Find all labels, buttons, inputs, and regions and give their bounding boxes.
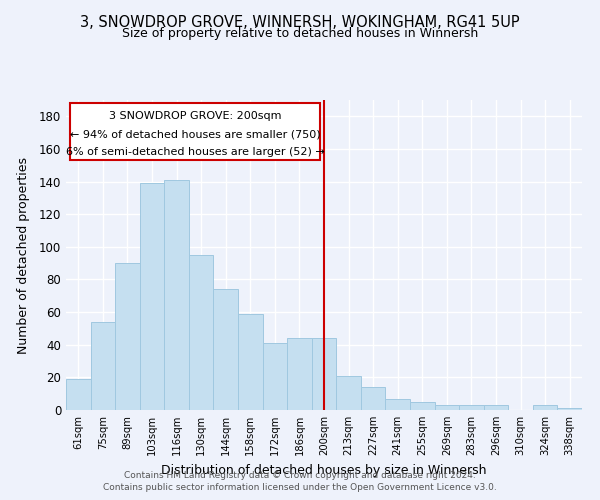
Text: ← 94% of detached houses are smaller (750): ← 94% of detached houses are smaller (75… — [70, 130, 320, 140]
Text: 3, SNOWDROP GROVE, WINNERSH, WOKINGHAM, RG41 5UP: 3, SNOWDROP GROVE, WINNERSH, WOKINGHAM, … — [80, 15, 520, 30]
Bar — [484, 405, 508, 410]
Bar — [287, 338, 312, 410]
X-axis label: Distribution of detached houses by size in Winnersh: Distribution of detached houses by size … — [161, 464, 487, 476]
Bar — [140, 183, 164, 410]
Text: Contains HM Land Registry data © Crown copyright and database right 2024.: Contains HM Land Registry data © Crown c… — [124, 471, 476, 480]
Bar — [459, 405, 484, 410]
Bar — [385, 398, 410, 410]
Bar — [410, 402, 434, 410]
Bar — [214, 290, 238, 410]
Bar — [66, 379, 91, 410]
Bar — [336, 376, 361, 410]
Text: Contains public sector information licensed under the Open Government Licence v3: Contains public sector information licen… — [103, 484, 497, 492]
Text: 3 SNOWDROP GROVE: 200sqm: 3 SNOWDROP GROVE: 200sqm — [109, 112, 281, 122]
FancyBboxPatch shape — [70, 104, 320, 160]
Bar — [263, 343, 287, 410]
Bar — [189, 255, 214, 410]
Bar — [557, 408, 582, 410]
Text: 6% of semi-detached houses are larger (52) →: 6% of semi-detached houses are larger (5… — [65, 148, 325, 158]
Bar — [533, 405, 557, 410]
Bar — [115, 263, 140, 410]
Y-axis label: Number of detached properties: Number of detached properties — [17, 156, 31, 354]
Bar — [312, 338, 336, 410]
Bar — [238, 314, 263, 410]
Bar — [164, 180, 189, 410]
Bar — [361, 387, 385, 410]
Text: Size of property relative to detached houses in Winnersh: Size of property relative to detached ho… — [122, 28, 478, 40]
Bar — [434, 405, 459, 410]
Bar — [91, 322, 115, 410]
